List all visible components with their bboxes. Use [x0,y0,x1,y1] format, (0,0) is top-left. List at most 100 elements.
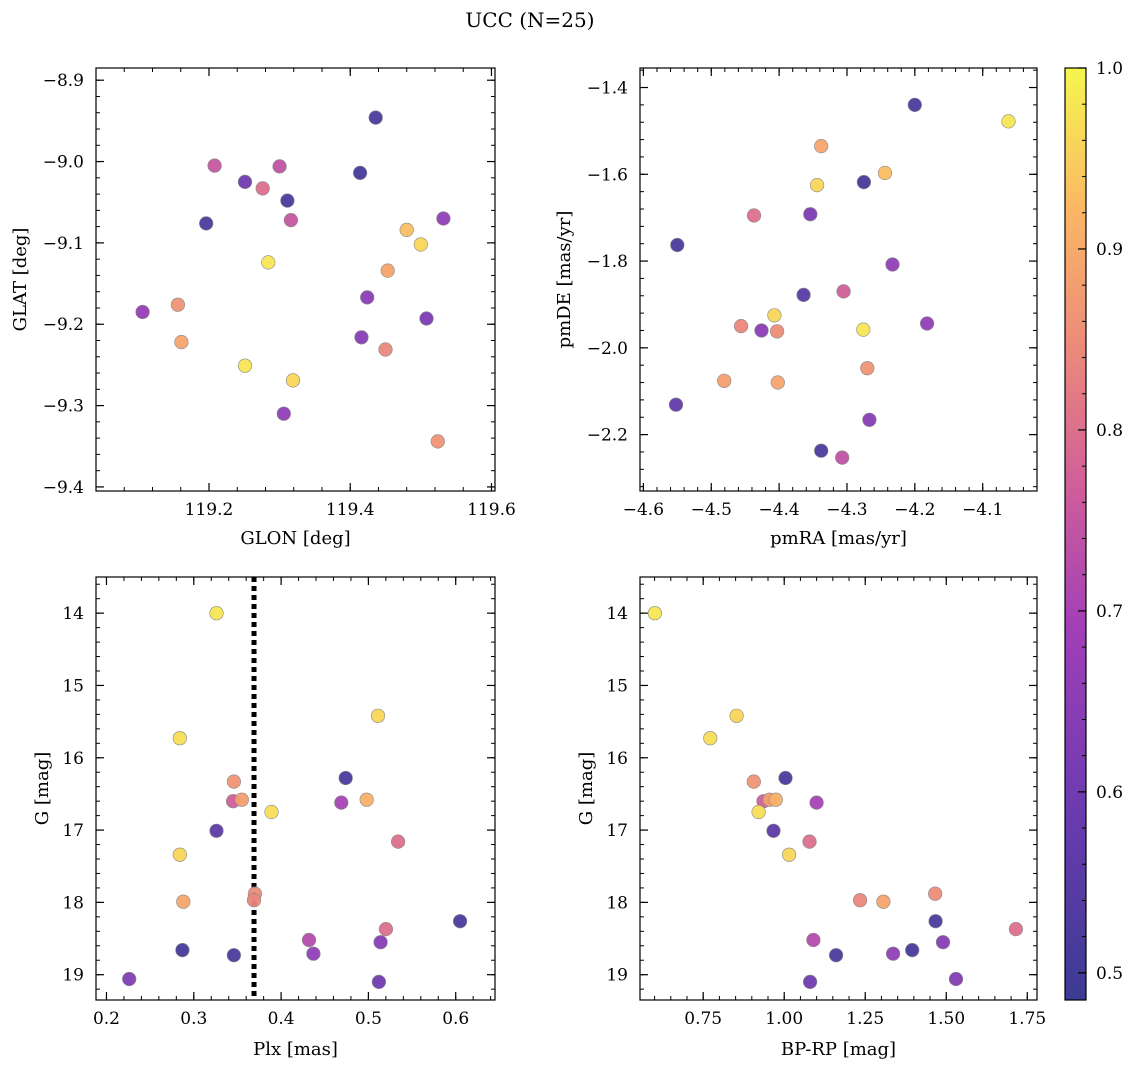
y-axis-label: pmDE [mas/yr] [554,211,575,349]
scatter-point [877,165,893,181]
x-tick-label: −4.5 [691,500,732,520]
scatter-point [828,948,844,963]
colorbar: 0.5 0.6 0.7 0.8 0.9 1.0 [1064,59,1123,1001]
colorbar-tick-label: 0.6 [1096,783,1123,803]
y-tick-label: −9.0 [43,153,84,173]
x-tick-label: 0.6 [442,1009,469,1029]
scatter-point [430,434,445,449]
scatter-point [234,792,249,807]
axes-frame [95,576,496,1001]
minor-ticks [96,577,495,1000]
scatter-point [802,834,817,849]
minor-ticks [640,577,1037,1000]
scatter-point [905,942,920,958]
scatter-point [948,971,964,987]
scatter-point [399,222,414,237]
scatter-point [796,287,811,303]
y-tick-label: 17 [62,821,84,841]
scatter-point [729,708,744,723]
scatter-point [836,284,851,299]
scatter-point [360,290,375,305]
scatter-points [647,606,1024,990]
y-tick-label: −9.2 [43,315,84,335]
y-tick-label: −2.0 [587,339,628,359]
scatter-point [852,893,868,908]
scatter-point [876,894,891,909]
y-tick-label: −9.1 [43,234,84,254]
y-tick-label: 14 [606,604,628,624]
scatter-point [176,894,191,909]
x-tick-label: 0.3 [180,1009,207,1029]
colorbar-gradient [1064,67,1087,1001]
scatter-point [285,373,301,388]
x-tick-label: 1.25 [846,1009,884,1029]
scatter-points [135,110,451,449]
y-tick-label: 18 [62,893,84,913]
colorbar-tick-label: 0.8 [1096,421,1123,441]
scatter-point [803,207,818,222]
scatter-point [301,932,317,948]
scatter-point [170,297,185,312]
y-tick-label: −9.4 [43,478,84,498]
scatter-point [378,921,394,937]
y-tick-label: 18 [606,893,628,913]
y-tick-label: 16 [606,749,628,769]
x-axis-label: pmRA [mas/yr] [770,528,907,549]
scatter-point [209,823,224,838]
scatter-point [746,208,762,223]
scatter-point [255,181,270,196]
scatter-point [226,948,241,963]
scatter-point [733,319,749,334]
scatter-point [806,932,821,948]
y-tick-label: 15 [62,676,84,696]
y-tick-label: 17 [606,821,628,841]
colorbar-tick-label: 0.5 [1096,964,1123,984]
scatter-point [207,158,222,173]
y-tick-label: −9.3 [43,397,84,417]
scatter-point [703,731,718,746]
x-tick-label: 0.5 [355,1009,382,1029]
x-tick-label: 0.75 [684,1009,722,1029]
x-tick-label: 0.2 [93,1009,120,1029]
colorbar-tick-label: 0.7 [1096,602,1123,622]
scatter-points [668,97,1016,465]
x-tick-label: −4.4 [758,500,799,520]
axes-frame [639,576,1038,1001]
y-tick-label: −2.2 [587,426,628,446]
x-tick-label: −4.2 [894,500,935,520]
scatter-point [276,406,291,421]
y-tick-label: −1.4 [587,79,628,99]
scatter-point [928,886,943,901]
scatter-point [809,178,825,193]
x-tick-label: 1.75 [1008,1009,1046,1029]
scatter-point [856,175,872,190]
scatter-point [226,774,241,789]
scatter-point [814,139,829,154]
y-axis-label: GLAT [deg] [10,228,31,332]
scatter-point [122,971,137,987]
scatter-point [334,795,349,810]
scatter-point [768,792,783,807]
scatter-point [751,804,766,820]
scatter-points [122,606,468,990]
scatter-point [885,257,900,272]
scatter-point [306,946,321,961]
panel-bprp-g: 0.75 1.00 1.25 1.50 1.75 14 15 16 17 18 19 BP-RP [m… [576,576,1046,1060]
scatter-point [172,731,187,746]
scatter-point [174,335,189,350]
scatter-point [860,361,875,376]
scatter-point [237,358,253,373]
scatter-point [670,237,685,253]
scatter-point [359,792,374,807]
scatter-point [272,159,287,174]
minor-ticks [95,68,495,491]
scatter-point [453,914,468,929]
scatter-point [856,322,871,337]
scatter-point [814,443,829,458]
scatter-point [935,935,951,950]
scatter-point [754,323,769,338]
x-tick-label: 119.2 [185,500,234,520]
y-tick-label: 19 [62,966,84,986]
y-tick-label: 16 [62,749,84,769]
scatter-point [135,304,150,320]
